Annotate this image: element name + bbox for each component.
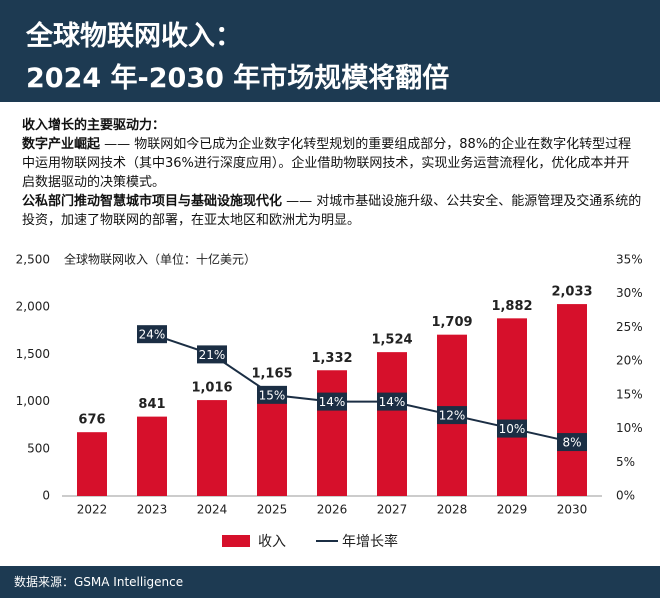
intro-item: 公私部门推动智慧城市项目与基础设施现代化 —— 对城市基础设施升级、公共安全、能…: [22, 192, 642, 230]
bar: [257, 386, 287, 496]
x-tick-label: 2029: [497, 503, 528, 517]
growth-label-box: [257, 385, 287, 404]
intro-lead: 数字产业崛起: [22, 137, 101, 152]
x-tick-label: 2030: [557, 503, 588, 517]
x-tick-label: 2025: [257, 503, 288, 517]
bar-value-label: 841: [138, 397, 165, 412]
x-tick-label: 2027: [377, 503, 408, 517]
growth-label-box: [137, 325, 167, 344]
title-line: 全球物联网收入：: [26, 21, 242, 52]
bar: [197, 400, 227, 496]
intro-text: —— 对城市基础设施升级、公共安全、能源管理及交通系统的投资，加速了物联网的部署…: [22, 194, 642, 228]
x-tick-label: 2026: [317, 503, 348, 517]
x-tick-label: 2023: [137, 503, 168, 517]
bar-value-label: 1,165: [251, 367, 292, 382]
source: 数据来源：GSMA Intelligence: [14, 575, 184, 589]
growth-value-label: 12%: [439, 409, 466, 423]
intro-heading: 收入增长的主要驱动力：: [22, 118, 166, 133]
bar-value-label: 1,016: [191, 381, 232, 396]
y2-tick-label: 30%: [616, 286, 643, 300]
x-tick-label: 2024: [197, 503, 228, 517]
growth-value-label: 15%: [259, 388, 286, 402]
x-tick-label: 2028: [437, 503, 468, 517]
growth-value-label: 21%: [199, 348, 226, 362]
growth-label-box: [557, 433, 587, 452]
bar: [377, 352, 407, 496]
y2-tick-label: 15%: [616, 387, 643, 401]
intro-text: —— 物联网如今已成为企业数字化转型规划的重要组成部分，88%的企业在数字化转型…: [22, 137, 632, 190]
growth-value-label: 10%: [499, 422, 526, 436]
intro-item: 数字产业崛起 —— 物联网如今已成为企业数字化转型规划的重要组成部分，88%的企…: [22, 135, 642, 192]
growth-label-box: [377, 392, 407, 411]
growth-value-label: 14%: [379, 395, 406, 409]
bar: [497, 318, 527, 496]
chart-subtitle: 全球物联网收入（单位：十亿美元）: [64, 252, 256, 267]
bar: [77, 432, 107, 496]
y2-tick-label: 10%: [616, 421, 643, 435]
legend-label: 年增长率: [342, 533, 398, 550]
x-tick-label: 2022: [77, 503, 108, 517]
bar-value-label: 2,033: [551, 285, 592, 300]
bar: [137, 416, 167, 496]
legend-swatch: [222, 535, 250, 547]
y-tick-label: 1,000: [16, 394, 50, 408]
growth-value-label: 8%: [562, 436, 581, 450]
y-tick-label: 2,000: [16, 300, 50, 314]
intro: 收入增长的主要驱动力： 数字产业崛起 —— 物联网如今已成为企业数字化转型规划的…: [22, 116, 642, 230]
bar-value-label: 1,524: [371, 333, 412, 348]
growth-label-box: [317, 392, 347, 411]
title-line: 2024 年-2030 年市场规模将翻倍: [26, 63, 450, 94]
y2-tick-label: 5%: [616, 455, 635, 469]
bar: [317, 370, 347, 496]
y2-tick-label: 20%: [616, 354, 643, 368]
growth-label-box: [437, 406, 467, 425]
intro-lead: 公私部门推动智慧城市项目与基础设施现代化: [22, 194, 283, 209]
bar-value-label: 676: [78, 413, 105, 428]
bar-value-label: 1,709: [431, 315, 472, 330]
y2-tick-label: 25%: [616, 320, 643, 334]
growth-value-label: 14%: [319, 395, 346, 409]
y2-tick-label: 0%: [616, 489, 635, 503]
growth-label-box: [497, 419, 527, 438]
legend-label: 收入: [258, 534, 286, 550]
y-tick-label: 1,500: [16, 347, 50, 361]
y-tick-label: 2,500: [16, 253, 50, 267]
header: 全球物联网收入： 2024 年-2030 年市场规模将翻倍: [0, 0, 660, 102]
y-tick-label: 0: [42, 489, 50, 503]
growth-value-label: 24%: [139, 328, 166, 342]
y-tick-label: 500: [27, 441, 50, 455]
growth-label-box: [197, 345, 227, 364]
chart: 全球物联网收入（单位：十亿美元） 0 500 1,000 1,500 2,000 2,50…: [16, 252, 643, 551]
bar-value-label: 1,882: [491, 299, 532, 314]
bar: [557, 304, 587, 496]
footer: 数据来源：GSMA Intelligence: [0, 566, 660, 598]
bar-value-label: 1,332: [311, 351, 352, 366]
y2-tick-label: 35%: [616, 253, 643, 267]
